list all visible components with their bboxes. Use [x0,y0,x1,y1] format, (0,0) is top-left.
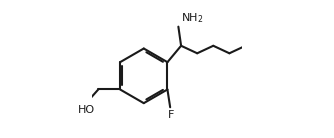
Text: HO: HO [77,104,95,115]
Text: NH$_2$: NH$_2$ [181,11,204,25]
Text: F: F [168,110,175,120]
